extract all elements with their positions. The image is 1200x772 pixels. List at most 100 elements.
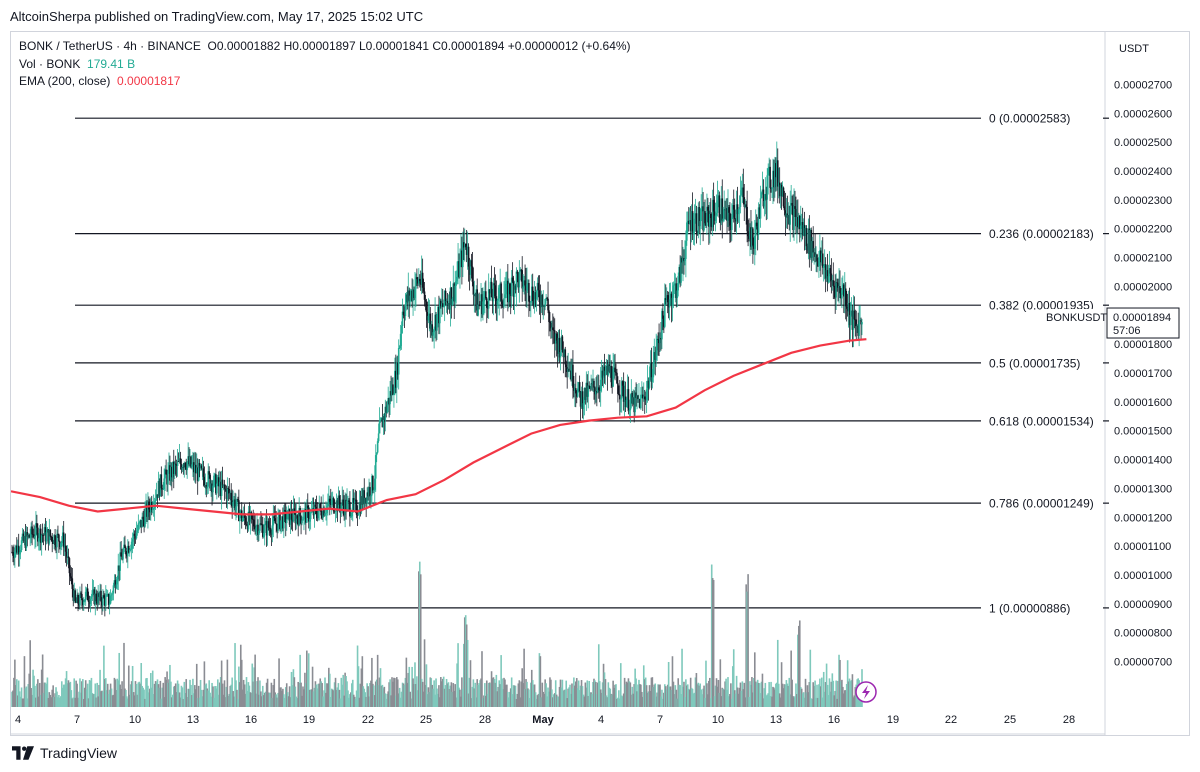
candle-body[interactable] xyxy=(613,367,615,370)
volume-bar[interactable] xyxy=(782,688,785,707)
volume-bar[interactable] xyxy=(392,681,394,707)
volume-bar[interactable] xyxy=(160,698,163,707)
volume-bar[interactable] xyxy=(712,579,715,707)
volume-bar[interactable] xyxy=(131,665,134,707)
candle-body[interactable] xyxy=(695,213,698,233)
candle-body[interactable] xyxy=(557,337,560,354)
volume-bar[interactable] xyxy=(301,695,303,707)
volume-bar[interactable] xyxy=(192,678,194,707)
volume-bar[interactable] xyxy=(373,685,375,707)
candle-body[interactable] xyxy=(72,588,75,601)
candle-body[interactable] xyxy=(307,507,310,522)
candle-body[interactable] xyxy=(621,381,624,386)
candle-body[interactable] xyxy=(39,528,42,543)
candle-body[interactable] xyxy=(852,310,855,330)
volume-bar[interactable] xyxy=(662,698,664,707)
volume-bar[interactable] xyxy=(816,684,818,707)
candle-body[interactable] xyxy=(95,593,98,602)
volume-bar[interactable] xyxy=(553,693,556,707)
candle-body[interactable] xyxy=(159,474,162,497)
candle-body[interactable] xyxy=(659,338,661,344)
volume-bar[interactable] xyxy=(685,679,687,707)
candle-body[interactable] xyxy=(540,294,543,308)
candle-body[interactable] xyxy=(684,258,686,261)
volume-bar[interactable] xyxy=(616,698,618,707)
candle-body[interactable] xyxy=(652,362,655,378)
candle-body[interactable] xyxy=(605,365,608,371)
candle-body[interactable] xyxy=(409,295,411,301)
volume-bar[interactable] xyxy=(630,694,633,707)
volume-bar[interactable] xyxy=(643,679,646,707)
volume-bar[interactable] xyxy=(344,672,346,707)
candle-body[interactable] xyxy=(23,535,26,541)
candle-body[interactable] xyxy=(383,416,386,420)
volume-bar[interactable] xyxy=(831,673,834,707)
volume-bar[interactable] xyxy=(200,689,203,707)
candle-body[interactable] xyxy=(510,277,513,296)
volume-bar[interactable] xyxy=(59,697,61,707)
volume-bar[interactable] xyxy=(589,692,591,707)
candle-body[interactable] xyxy=(477,304,479,316)
volume-bar[interactable] xyxy=(659,684,661,707)
candle-body[interactable] xyxy=(284,509,286,511)
volume-bar[interactable] xyxy=(222,694,225,707)
candle-body[interactable] xyxy=(762,189,765,207)
volume-bar[interactable] xyxy=(194,689,197,707)
candle-body[interactable] xyxy=(187,456,189,463)
candle-body[interactable] xyxy=(854,319,857,321)
volume-bar[interactable] xyxy=(393,677,395,707)
candle-body[interactable] xyxy=(177,461,180,462)
volume-bar[interactable] xyxy=(668,686,671,707)
candle-body[interactable] xyxy=(447,303,450,306)
candle-body[interactable] xyxy=(175,463,178,466)
volume-bar[interactable] xyxy=(184,692,187,707)
volume-bar[interactable] xyxy=(777,683,780,707)
candle-body[interactable] xyxy=(685,240,687,259)
volume-bar[interactable] xyxy=(580,680,583,707)
candle-body[interactable] xyxy=(88,601,91,604)
volume-bar[interactable] xyxy=(153,683,156,707)
volume-bar[interactable] xyxy=(766,694,769,707)
candle-body[interactable] xyxy=(567,368,569,372)
candle-body[interactable] xyxy=(506,280,508,284)
volume-bar[interactable] xyxy=(526,681,528,707)
candle-body[interactable] xyxy=(764,194,767,202)
volume-bar[interactable] xyxy=(190,684,192,707)
volume-bar[interactable] xyxy=(465,624,468,707)
candle-body[interactable] xyxy=(493,283,496,286)
candle-body[interactable] xyxy=(478,304,480,306)
volume-bar[interactable] xyxy=(436,688,438,707)
volume-bar[interactable] xyxy=(146,677,148,707)
candle-body[interactable] xyxy=(737,209,740,215)
volume-bar[interactable] xyxy=(223,680,226,707)
candle-body[interactable] xyxy=(545,297,547,300)
volume-bar[interactable] xyxy=(32,669,34,707)
candle-body[interactable] xyxy=(396,362,399,375)
candle-body[interactable] xyxy=(172,461,174,478)
volume-bar[interactable] xyxy=(263,692,266,707)
candle-body[interactable] xyxy=(166,474,168,485)
volume-bar[interactable] xyxy=(732,649,735,707)
candle-body[interactable] xyxy=(303,511,305,520)
volume-bar[interactable] xyxy=(76,683,78,707)
candle-body[interactable] xyxy=(59,541,61,548)
candle-body[interactable] xyxy=(403,314,406,317)
volume-bar[interactable] xyxy=(357,666,360,707)
candle-body[interactable] xyxy=(571,364,573,380)
candle-body[interactable] xyxy=(64,545,67,552)
volume-bar[interactable] xyxy=(174,683,177,707)
candle-body[interactable] xyxy=(131,539,134,542)
candle-body[interactable] xyxy=(256,524,258,528)
volume-bar[interactable] xyxy=(50,697,53,707)
volume-bar[interactable] xyxy=(123,642,125,707)
candle-body[interactable] xyxy=(710,218,713,228)
candle-body[interactable] xyxy=(512,281,515,297)
candle-body[interactable] xyxy=(750,227,752,247)
volume-bar[interactable] xyxy=(699,683,702,707)
candle-body[interactable] xyxy=(494,285,497,297)
volume-bar[interactable] xyxy=(809,649,812,707)
volume-bar[interactable] xyxy=(791,679,793,707)
volume-bar[interactable] xyxy=(722,688,725,707)
candle-body[interactable] xyxy=(245,524,248,526)
candle-body[interactable] xyxy=(508,283,511,295)
